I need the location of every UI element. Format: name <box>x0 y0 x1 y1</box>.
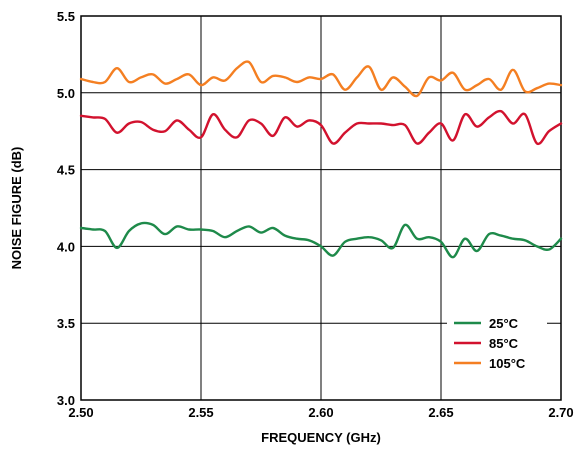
series-lines <box>79 60 563 259</box>
legend-label: 85°C <box>489 336 519 351</box>
series-line-0 <box>79 221 563 259</box>
y-tick-label: 5.0 <box>57 86 75 101</box>
x-tick-label: 2.70 <box>548 405 573 420</box>
legend-label: 25°C <box>489 316 519 331</box>
y-tick-label: 5.5 <box>57 9 75 24</box>
x-tick-label: 2.50 <box>68 405 93 420</box>
y-tick-labels: 3.0 3.5 4.0 4.5 5.0 5.5 <box>57 9 75 408</box>
x-tick-labels: 2.50 2.55 2.60 2.65 2.70 <box>68 405 573 420</box>
x-tick-label: 2.65 <box>428 405 453 420</box>
legend: 25°C 85°C 105°C <box>447 308 547 374</box>
series-line-1 <box>79 109 563 146</box>
series-line-2 <box>79 60 563 98</box>
y-tick-label: 4.0 <box>57 239 75 254</box>
y-axis-title: NOISE FIGURE (dB) <box>9 147 24 270</box>
x-axis-title: FREQUENCY (GHz) <box>261 430 381 445</box>
x-tick-label: 2.55 <box>188 405 213 420</box>
y-tick-label: 3.5 <box>57 316 75 331</box>
x-tick-label: 2.60 <box>308 405 333 420</box>
legend-label: 105°C <box>489 356 526 371</box>
y-tick-label: 3.0 <box>57 393 75 408</box>
y-tick-label: 4.5 <box>57 163 75 178</box>
